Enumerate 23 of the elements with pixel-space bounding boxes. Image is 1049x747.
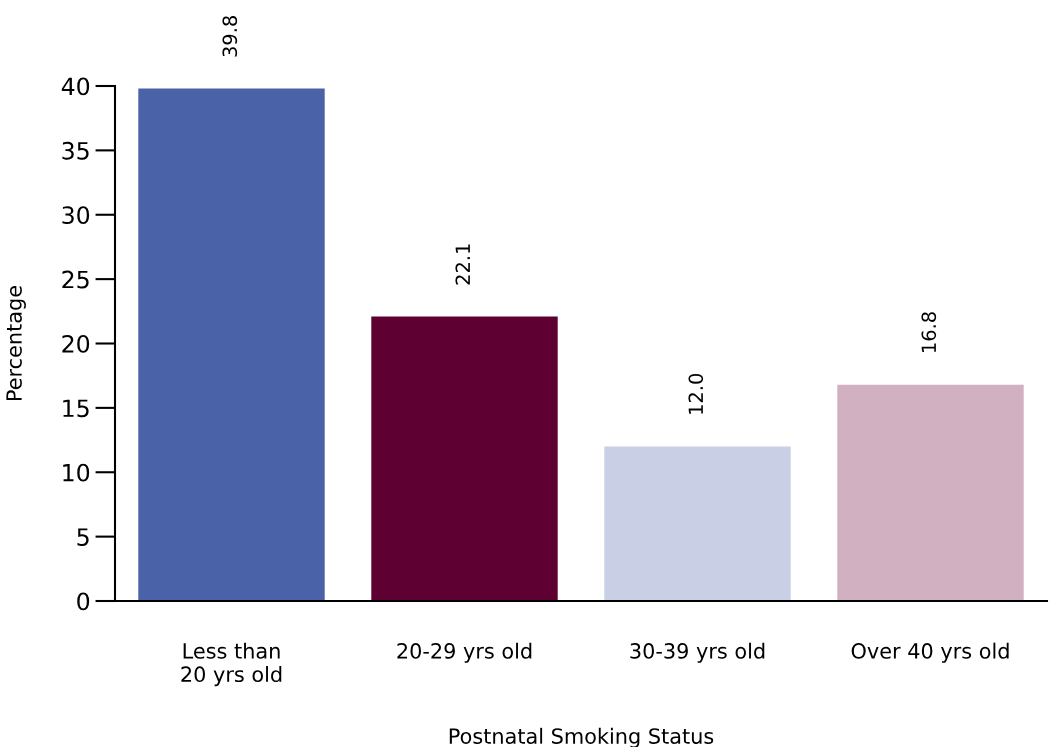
x-tick-label: 30-39 yrs old bbox=[630, 642, 765, 663]
bar bbox=[138, 88, 325, 601]
y-tick-label: 10 bbox=[63, 463, 90, 482]
x-axis-title: Postnatal Smoking Status bbox=[449, 727, 714, 747]
data-label: 16.8 bbox=[921, 312, 937, 353]
y-tick-label: 40 bbox=[61, 77, 90, 96]
y-tick-label: 0 bbox=[77, 592, 90, 611]
y-tick-label: 20 bbox=[62, 334, 90, 353]
data-label: 12.0 bbox=[688, 373, 704, 414]
data-label: 22.1 bbox=[455, 244, 470, 285]
bar bbox=[837, 384, 1024, 601]
x-tick-label: Less than 20 yrs old bbox=[181, 642, 282, 687]
x-tick-label: Over 40 yrs old bbox=[851, 642, 1009, 663]
y-tick-label: 15 bbox=[63, 399, 89, 418]
y-tick-label: 35 bbox=[62, 141, 89, 160]
y-axis-title: Percentage bbox=[6, 286, 26, 401]
bar bbox=[371, 316, 558, 601]
data-label: 39.8 bbox=[222, 16, 238, 57]
bar bbox=[604, 446, 791, 601]
x-tick-label: 20-29 yrs old bbox=[397, 642, 532, 663]
y-tick-label: 5 bbox=[77, 528, 89, 546]
y-tick-label: 30 bbox=[62, 206, 90, 225]
y-tick-label: 25 bbox=[62, 270, 89, 289]
